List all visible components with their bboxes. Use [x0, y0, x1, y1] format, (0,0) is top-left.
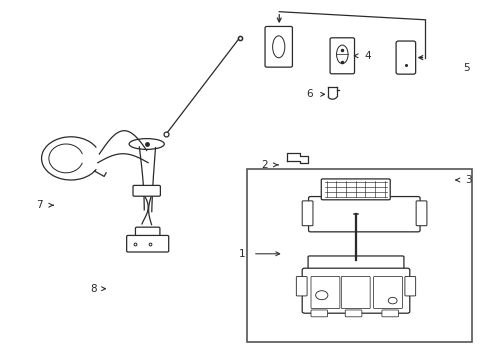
FancyBboxPatch shape [373, 276, 402, 309]
Polygon shape [286, 153, 307, 163]
Ellipse shape [336, 45, 347, 64]
Text: 3: 3 [465, 175, 471, 185]
FancyBboxPatch shape [404, 276, 415, 296]
FancyBboxPatch shape [126, 235, 168, 252]
Ellipse shape [272, 36, 284, 58]
FancyBboxPatch shape [321, 179, 389, 200]
FancyBboxPatch shape [302, 201, 312, 226]
Text: 1: 1 [238, 249, 245, 259]
FancyBboxPatch shape [345, 310, 361, 317]
FancyBboxPatch shape [310, 276, 339, 309]
FancyBboxPatch shape [310, 310, 327, 317]
FancyBboxPatch shape [135, 227, 160, 238]
Ellipse shape [315, 291, 327, 300]
FancyBboxPatch shape [307, 256, 403, 272]
FancyBboxPatch shape [296, 276, 306, 296]
FancyBboxPatch shape [381, 310, 398, 317]
Text: 5: 5 [463, 63, 469, 73]
FancyBboxPatch shape [308, 197, 419, 232]
FancyBboxPatch shape [395, 41, 415, 74]
FancyBboxPatch shape [329, 38, 354, 74]
FancyBboxPatch shape [341, 276, 369, 309]
Text: 4: 4 [364, 51, 370, 61]
Text: 2: 2 [261, 160, 267, 170]
Text: 7: 7 [36, 200, 43, 210]
FancyBboxPatch shape [133, 185, 160, 196]
FancyBboxPatch shape [246, 169, 471, 342]
Ellipse shape [387, 297, 396, 304]
Text: 8: 8 [90, 284, 97, 294]
FancyBboxPatch shape [415, 201, 426, 226]
Text: 6: 6 [305, 89, 312, 99]
FancyBboxPatch shape [264, 26, 292, 67]
Ellipse shape [129, 139, 164, 149]
FancyBboxPatch shape [302, 268, 409, 313]
